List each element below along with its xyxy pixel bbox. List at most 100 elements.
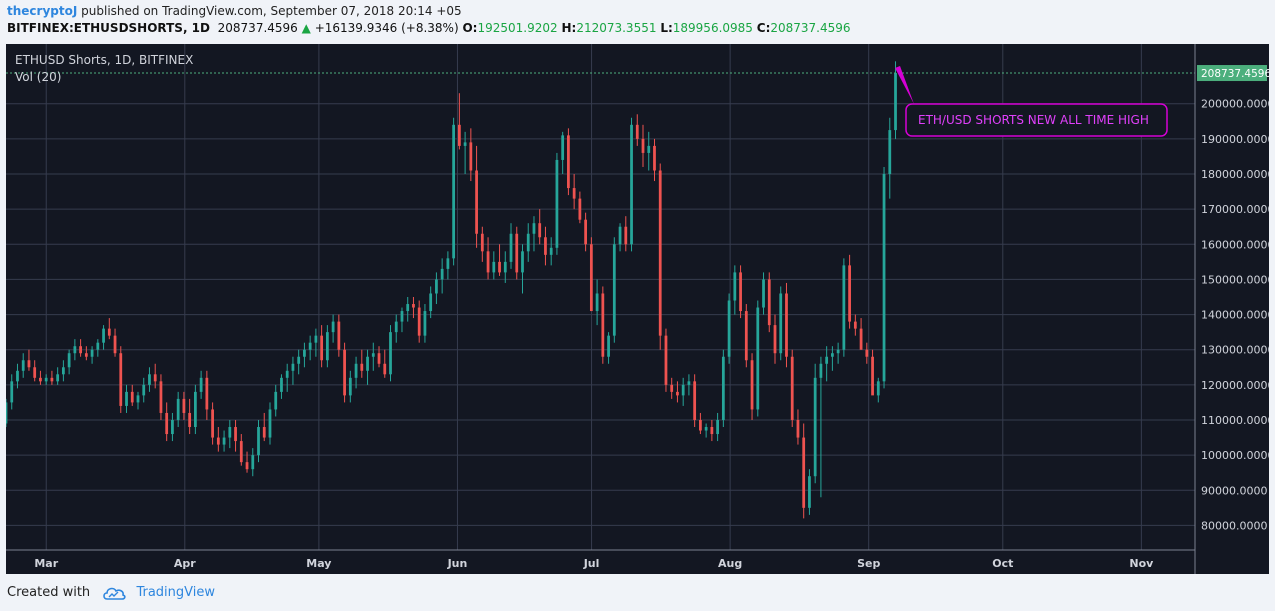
candle-body[interactable] xyxy=(371,353,375,357)
candle-body[interactable] xyxy=(67,353,71,368)
annotation-callout[interactable] xyxy=(905,103,1168,137)
candle-body[interactable] xyxy=(406,304,410,312)
candle-body[interactable] xyxy=(630,124,633,245)
candle-body[interactable] xyxy=(148,374,151,385)
candle-body[interactable] xyxy=(96,342,100,350)
candle-body[interactable] xyxy=(130,391,134,403)
candle-body[interactable] xyxy=(211,409,214,438)
candle-body[interactable] xyxy=(360,363,364,371)
candle-body[interactable] xyxy=(79,346,82,354)
candle-body[interactable] xyxy=(607,335,610,357)
candle-body[interactable] xyxy=(119,353,123,406)
candle-body[interactable] xyxy=(612,244,616,336)
candle-body[interactable] xyxy=(727,300,731,357)
candle-body[interactable] xyxy=(584,219,588,245)
candle-body[interactable] xyxy=(417,307,421,336)
candle-body[interactable] xyxy=(274,391,278,410)
candle-body[interactable] xyxy=(653,145,656,171)
candle-body[interactable] xyxy=(291,363,295,371)
candle-body[interactable] xyxy=(285,370,289,378)
candle-body[interactable] xyxy=(618,226,622,245)
candle-body[interactable] xyxy=(750,360,754,410)
candle-body[interactable] xyxy=(733,272,737,301)
candle-body[interactable] xyxy=(389,332,392,375)
candle-body[interactable] xyxy=(647,145,651,153)
candle-body[interactable] xyxy=(641,138,645,153)
candle-body[interactable] xyxy=(435,279,438,294)
candle-body[interactable] xyxy=(245,462,249,470)
candle-body[interactable] xyxy=(423,311,427,336)
candle-body[interactable] xyxy=(6,402,8,424)
candle-body[interactable] xyxy=(62,367,65,375)
candle-body[interactable] xyxy=(681,384,685,396)
candle-body[interactable] xyxy=(779,293,783,354)
candle-body[interactable] xyxy=(354,363,358,378)
candle-body[interactable] xyxy=(756,307,760,410)
candle-body[interactable] xyxy=(601,293,605,357)
candle-body[interactable] xyxy=(515,233,519,273)
candle-body[interactable] xyxy=(716,419,719,435)
candle-body[interactable] xyxy=(16,370,19,382)
candle-body[interactable] xyxy=(73,346,77,354)
candle-body[interactable] xyxy=(544,237,547,255)
candle-body[interactable] xyxy=(498,261,501,273)
candle-body[interactable] xyxy=(836,349,840,354)
candle-body[interactable] xyxy=(366,356,369,371)
candle-body[interactable] xyxy=(773,325,777,354)
candle-body[interactable] xyxy=(796,419,800,438)
candle-body[interactable] xyxy=(10,381,14,403)
candle-body[interactable] xyxy=(171,419,174,435)
candle-body[interactable] xyxy=(635,124,639,139)
candle-body[interactable] xyxy=(538,223,542,238)
candle-body[interactable] xyxy=(325,332,329,361)
tradingview-brand-link[interactable]: TradingView xyxy=(136,585,215,600)
candle-body[interactable] xyxy=(337,321,341,350)
candle-body[interactable] xyxy=(39,377,42,382)
candle-body[interactable] xyxy=(446,258,450,269)
candle-body[interactable] xyxy=(234,427,237,442)
candle-body[interactable] xyxy=(790,356,794,420)
candle-body[interactable] xyxy=(532,223,536,234)
candle-body[interactable] xyxy=(102,328,105,343)
candle-body[interactable] xyxy=(125,391,128,406)
candle-body[interactable] xyxy=(343,349,346,396)
candle-body[interactable] xyxy=(268,409,272,438)
candle-body[interactable] xyxy=(383,363,387,375)
candle-body[interactable] xyxy=(27,360,31,368)
candle-body[interactable] xyxy=(50,377,54,382)
candle-body[interactable] xyxy=(848,265,851,322)
candle-body[interactable] xyxy=(658,170,662,336)
candle-body[interactable] xyxy=(704,427,708,431)
candle-body[interactable] xyxy=(331,321,335,333)
candle-body[interactable] xyxy=(567,135,570,189)
candle-body[interactable] xyxy=(188,412,192,428)
candle-body[interactable] xyxy=(280,377,283,392)
candle-body[interactable] xyxy=(251,455,255,470)
candle-body[interactable] xyxy=(377,353,381,364)
candle-body[interactable] xyxy=(320,335,324,361)
candle-body[interactable] xyxy=(676,391,679,396)
candle-body[interactable] xyxy=(314,335,318,343)
candle-body[interactable] xyxy=(44,377,48,382)
candle-body[interactable] xyxy=(561,135,565,160)
candle-body[interactable] xyxy=(486,251,490,273)
candle-body[interactable] xyxy=(842,265,846,350)
candle-body[interactable] xyxy=(165,412,169,435)
candle-body[interactable] xyxy=(865,349,869,357)
candle-body[interactable] xyxy=(670,384,674,392)
candle-body[interactable] xyxy=(825,356,829,364)
candle-body[interactable] xyxy=(572,188,576,199)
chart-panel[interactable]: 80000.0000 90000.0000 100000.0000 110000.00… xyxy=(6,44,1269,574)
candle-body[interactable] xyxy=(262,427,266,438)
candle-body[interactable] xyxy=(308,342,312,350)
candle-body[interactable] xyxy=(813,377,817,477)
candle-body[interactable] xyxy=(469,142,473,171)
candle-body[interactable] xyxy=(56,374,60,382)
candle-body[interactable] xyxy=(687,381,691,385)
candle-body[interactable] xyxy=(440,268,444,280)
candle-body[interactable] xyxy=(107,328,111,336)
candle-body[interactable] xyxy=(142,384,146,396)
candle-body[interactable] xyxy=(136,395,140,403)
candle-body[interactable] xyxy=(624,226,628,245)
candle-body[interactable] xyxy=(589,244,593,312)
